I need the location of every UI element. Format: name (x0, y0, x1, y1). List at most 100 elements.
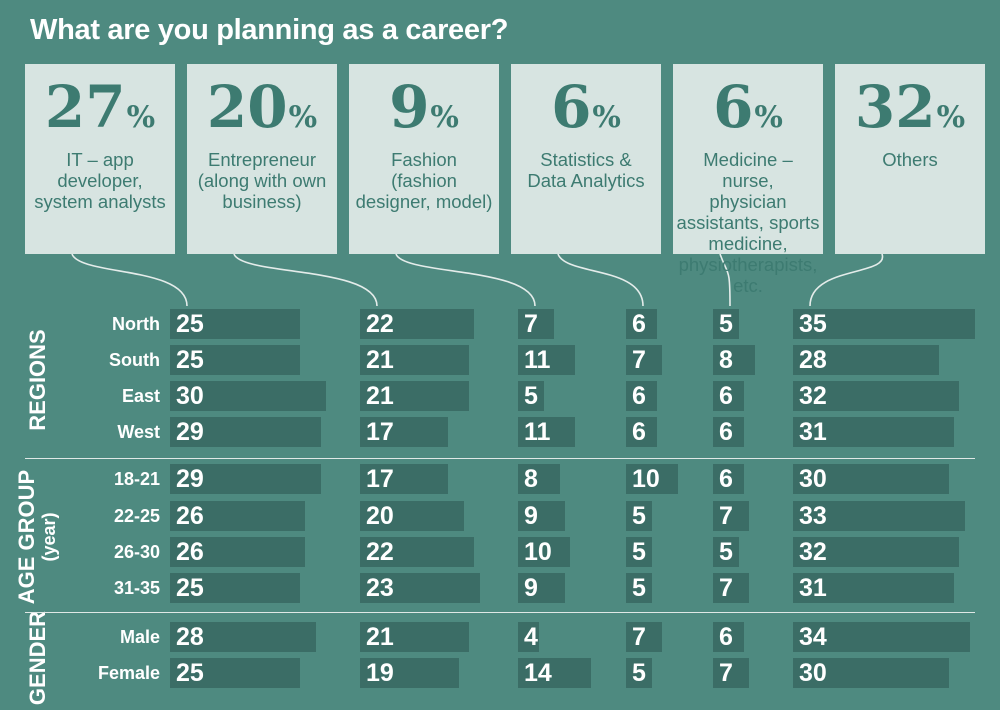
chart-title: What are you planning as a career? (30, 14, 509, 46)
bar-value-label: 4 (524, 623, 538, 651)
bar-value-label: 28 (799, 346, 827, 374)
category-label: Statistics & Data Analytics (511, 149, 661, 191)
bar (713, 658, 749, 688)
bar (713, 464, 744, 494)
bar (793, 501, 965, 531)
category-label: Others (835, 149, 985, 170)
bar-value-label: 30 (799, 465, 827, 493)
bar-value-label: 8 (524, 465, 538, 493)
bar-value-label: 25 (176, 659, 204, 687)
bar-value-label: 11 (524, 418, 551, 446)
category-percent: 27% (25, 76, 175, 149)
bar (518, 417, 575, 447)
bar-value-label: 19 (366, 659, 394, 687)
bar-value-label: 7 (719, 574, 733, 602)
bar (626, 537, 652, 567)
bar-value-label: 5 (719, 538, 733, 566)
percent-sign: % (126, 100, 156, 135)
bar-value-label: 7 (632, 346, 646, 374)
category-label-line: Data Analytics (527, 170, 645, 191)
bar (170, 622, 316, 652)
bar-value-label: 26 (176, 502, 204, 530)
category-label-line: physiotherapists, (678, 254, 818, 275)
bar (793, 464, 949, 494)
bar-value-label: 10 (524, 538, 552, 566)
bar (793, 381, 959, 411)
bar-value-label: 7 (719, 659, 733, 687)
bar (713, 622, 744, 652)
bar (713, 381, 744, 411)
percent-sign: % (754, 100, 783, 135)
bar (626, 309, 657, 339)
bar (713, 573, 749, 603)
percent-sign: % (288, 100, 318, 135)
bar (360, 573, 480, 603)
bar-value-label: 28 (176, 623, 204, 651)
category-box: 6% Medicine – nurse, physician assistants, … (673, 64, 823, 296)
group-divider (25, 458, 975, 459)
percent-sign: % (592, 100, 621, 135)
bar (170, 501, 305, 531)
row-label: Male (119, 627, 160, 647)
bar-value-label: 29 (176, 465, 204, 493)
bar-value-label: 7 (524, 310, 538, 338)
bar (793, 573, 954, 603)
category-label-line: etc. (733, 275, 763, 296)
category-label-line: system analysts (34, 191, 166, 212)
bar (170, 381, 326, 411)
category-label-line: Others (882, 149, 938, 170)
category-label-line: Statistics & (540, 149, 632, 170)
bar-value-label: 20 (366, 502, 394, 530)
bar (518, 381, 544, 411)
percent-sign: % (430, 100, 459, 135)
bar (626, 464, 678, 494)
bar-value-label: 30 (176, 382, 204, 410)
bar (518, 345, 575, 375)
bar (170, 464, 321, 494)
bar (170, 309, 300, 339)
category-percent-value: 6 (713, 73, 754, 141)
connector-line (395, 253, 536, 307)
bar-value-label: 5 (632, 538, 646, 566)
bar-value-label: 11 (524, 346, 551, 374)
bar-value-label: 10 (632, 465, 660, 493)
category-label-line: (along with own (197, 170, 327, 191)
category-box: 20% Entrepreneur (along with own business) (187, 64, 337, 254)
bar-value-label: 22 (366, 310, 394, 338)
bar-value-label: 9 (524, 574, 538, 602)
category-percent-value: 32 (854, 73, 936, 141)
bar-value-label: 7 (719, 502, 733, 530)
category-label-line: business) (222, 191, 302, 212)
category-box: 32% Others (835, 64, 985, 254)
category-percent: 9% (349, 76, 499, 149)
bar (360, 537, 474, 567)
row-label: North (112, 314, 160, 334)
connector-line (719, 253, 731, 307)
bar-value-label: 25 (176, 346, 204, 374)
bar (360, 658, 459, 688)
bar-value-label: 32 (799, 538, 827, 566)
bar (170, 573, 300, 603)
bar (170, 345, 300, 375)
category-label-line: (fashion (391, 170, 457, 191)
bar (518, 309, 554, 339)
row-label: West (117, 422, 160, 442)
bar (360, 501, 464, 531)
bar (518, 573, 565, 603)
bar (793, 309, 975, 339)
category-box: 9% Fashion (fashion designer, model) (349, 64, 499, 254)
bar-value-label: 26 (176, 538, 204, 566)
bar-value-label: 5 (632, 574, 646, 602)
bar (793, 345, 939, 375)
bar (518, 501, 565, 531)
bar-value-label: 21 (366, 346, 394, 374)
bar-value-label: 21 (366, 623, 394, 651)
bar (793, 537, 959, 567)
category-label-line: IT – app (66, 149, 134, 170)
category-label-line: Fashion (391, 149, 457, 170)
category-label-line: assistants, sports (676, 212, 820, 233)
bar-value-label: 33 (799, 502, 827, 530)
category-label-line: physician (709, 191, 787, 212)
bar-value-label: 9 (524, 502, 538, 530)
bar-value-label: 34 (799, 623, 827, 651)
